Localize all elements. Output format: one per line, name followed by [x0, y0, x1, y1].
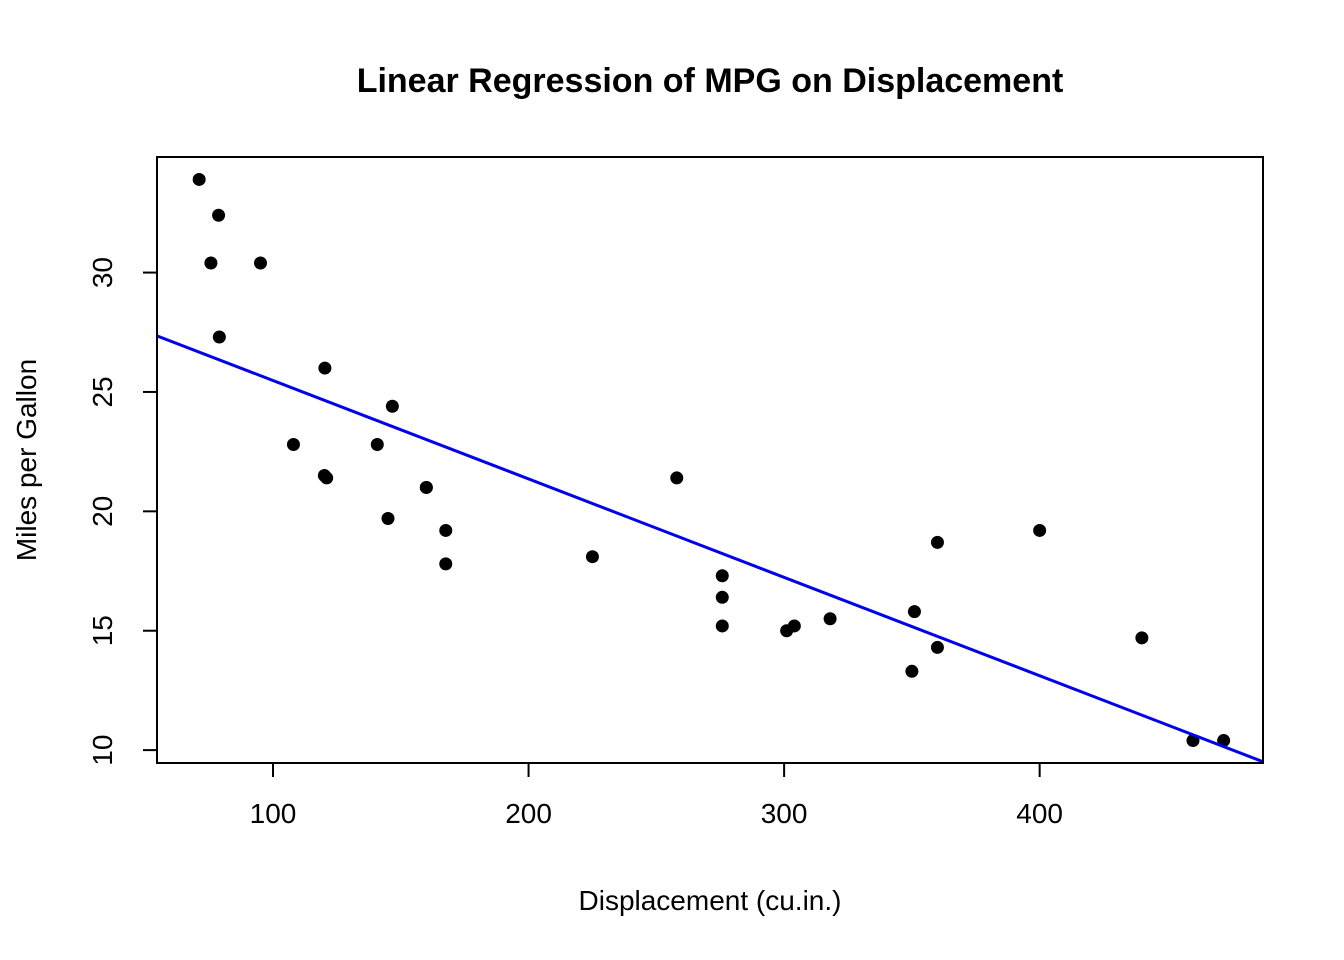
data-point [907, 605, 921, 619]
x-axis-label: Displacement (cu.in.) [579, 885, 842, 916]
data-point [192, 172, 206, 186]
y-tick-label: 25 [87, 376, 118, 407]
data-point [1135, 631, 1149, 645]
y-axis: 10 15 20 25 30 [87, 257, 158, 766]
data-point [254, 256, 267, 270]
x-tick-label: 400 [1016, 798, 1063, 829]
y-tick-label: 30 [87, 257, 118, 288]
data-point [320, 471, 334, 485]
data-point [930, 535, 944, 549]
data-point [204, 256, 218, 270]
y-tick-label: 15 [87, 615, 118, 646]
data-point [670, 471, 684, 485]
data-point [930, 640, 944, 654]
chart-title: Linear Regression of MPG on Displacement [357, 62, 1064, 100]
y-tick-label: 20 [87, 496, 118, 527]
x-tick-label: 200 [505, 798, 552, 829]
data-point [318, 361, 332, 375]
plot-area [157, 172, 1263, 763]
data-point [715, 619, 729, 633]
data-point [381, 512, 395, 525]
data-point [439, 557, 453, 571]
data-point [1033, 523, 1047, 537]
data-point [823, 612, 837, 626]
x-tick-label: 300 [761, 798, 808, 829]
data-point [439, 523, 453, 537]
data-point [370, 437, 384, 451]
data-point [715, 569, 729, 583]
data-point [385, 399, 399, 413]
data-point [715, 590, 729, 604]
data-point [585, 550, 599, 564]
y-tick-label: 10 [87, 735, 118, 766]
plot-frame [156, 156, 1264, 764]
data-point [212, 330, 226, 344]
data-point [286, 437, 300, 451]
data-point [419, 480, 433, 494]
x-axis: 100 200 300 400 [250, 762, 1063, 829]
data-point [905, 664, 919, 678]
data-point [212, 208, 226, 222]
regression-line [157, 334, 1263, 763]
x-tick-label: 100 [250, 798, 297, 829]
y-axis-label: Miles per Gallon [11, 359, 42, 561]
data-point [780, 624, 794, 638]
